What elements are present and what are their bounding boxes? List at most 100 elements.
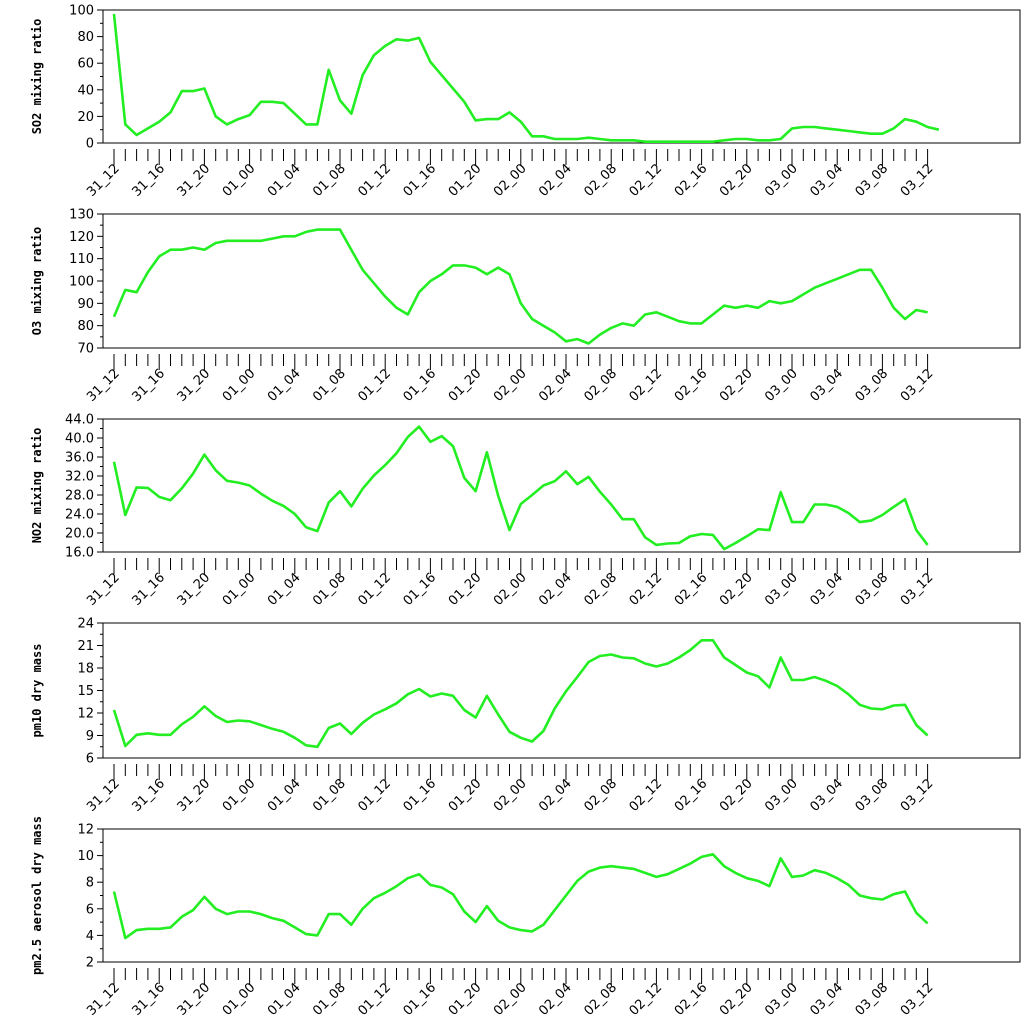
x-tick-label: 01_16 <box>401 570 440 609</box>
series-line <box>112 425 929 551</box>
x-tick-label: 03_00 <box>762 980 801 1019</box>
y-tick-label: 8 <box>86 876 94 891</box>
y-axis-label: NO2 mixing ratio <box>30 428 44 544</box>
x-tick-label: 31_12 <box>84 570 123 609</box>
x-tick-label: 01_00 <box>220 366 259 405</box>
x-tick-label: 31_20 <box>175 366 214 405</box>
x-tick-label: 01_08 <box>310 161 349 200</box>
x-tick-label: 03_08 <box>853 161 892 200</box>
x-tick-label: 01_16 <box>401 161 440 200</box>
x-tick-label: 02_00 <box>491 980 530 1019</box>
x-tick-label: 02_12 <box>627 366 666 405</box>
x-tick-label: 01_04 <box>265 570 304 609</box>
x-tick-label: 02_16 <box>672 570 711 609</box>
y-tick-label: 28.0 <box>65 489 94 504</box>
x-tick-label: 01_00 <box>220 776 259 815</box>
x-tick-label: 03_08 <box>853 570 892 609</box>
y-tick-label: 90 <box>77 297 94 312</box>
y-tick-label: 24 <box>77 617 94 632</box>
x-tick-label: 31_20 <box>175 980 214 1019</box>
x-tick-label: 01_20 <box>446 161 485 200</box>
x-tick-label: 31_12 <box>84 366 123 405</box>
plot-frame <box>102 418 1021 553</box>
x-tick-label: 01_12 <box>355 980 394 1019</box>
x-tick-label: 01_08 <box>310 366 349 405</box>
x-tick-label: 03_00 <box>762 161 801 200</box>
x-tick-label: 01_20 <box>446 366 485 405</box>
y-axis-label: pm10 dry mass <box>30 644 44 738</box>
y-tick-label: 24.0 <box>65 508 94 523</box>
y-tick-label: 40 <box>77 83 94 98</box>
x-tick-label: 01_04 <box>265 366 304 405</box>
y-tick-label: 32.0 <box>65 470 94 485</box>
y-tick-label: 0 <box>86 137 94 152</box>
y-tick-label: 16.0 <box>65 546 94 561</box>
y-tick-label: 12 <box>77 823 94 838</box>
x-tick-label: 02_08 <box>581 980 620 1019</box>
x-tick-label: 02_20 <box>717 161 756 200</box>
x-tick-label: 01_12 <box>355 366 394 405</box>
x-tick-label: 02_16 <box>672 776 711 815</box>
x-tick-label: 02_08 <box>581 570 620 609</box>
x-tick-label: 02_08 <box>581 776 620 815</box>
x-tick-label: 31_16 <box>129 366 168 405</box>
series-line <box>112 638 929 749</box>
x-tick-label: 01_04 <box>265 161 304 200</box>
y-tick-label: 6 <box>86 752 94 767</box>
x-tick-label: 31_16 <box>129 161 168 200</box>
x-tick-label: 01_20 <box>446 776 485 815</box>
y-tick-label: 2 <box>86 956 94 971</box>
x-tick-label: 01_08 <box>310 776 349 815</box>
x-tick-label: 01_16 <box>401 776 440 815</box>
x-tick-label: 31_12 <box>84 161 123 200</box>
x-tick-label: 01_20 <box>446 980 485 1019</box>
x-tick-label: 01_20 <box>446 570 485 609</box>
y-tick-label: 100 <box>69 275 94 290</box>
x-tick-label: 02_12 <box>627 161 666 200</box>
x-tick-label: 02_04 <box>536 570 575 609</box>
plot-frame <box>102 213 1021 349</box>
x-tick-label: 01_00 <box>220 161 259 200</box>
x-tick-label: 02_16 <box>672 366 711 405</box>
x-tick-label: 31_20 <box>175 570 214 609</box>
y-tick-label: 80 <box>77 30 94 45</box>
x-tick-label: 02_20 <box>717 776 756 815</box>
series-line <box>112 13 940 143</box>
y-tick-label: 44.0 <box>65 413 94 428</box>
x-tick-label: 31_16 <box>129 980 168 1019</box>
x-tick-label: 03_00 <box>762 366 801 405</box>
x-tick-label: 31_12 <box>84 776 123 815</box>
y-tick-label: 20.0 <box>65 527 94 542</box>
x-tick-label: 31_12 <box>84 980 123 1019</box>
x-tick-label: 03_04 <box>807 776 846 815</box>
y-tick-label: 110 <box>69 252 94 267</box>
y-axis-label: O3 mixing ratio <box>30 227 44 335</box>
y-tick-label: 12 <box>77 707 94 722</box>
x-tick-label: 02_12 <box>627 980 666 1019</box>
x-tick-label: 02_04 <box>536 776 575 815</box>
x-tick-label: 03_04 <box>807 980 846 1019</box>
x-tick-label: 01_12 <box>355 570 394 609</box>
x-tick-label: 01_04 <box>265 776 304 815</box>
x-tick-label: 01_04 <box>265 980 304 1019</box>
x-tick-label: 03_12 <box>898 161 937 200</box>
x-tick-label: 03_12 <box>898 366 937 405</box>
x-tick-label: 01_12 <box>355 776 394 815</box>
x-tick-label: 03_12 <box>898 570 937 609</box>
x-tick-label: 01_00 <box>220 980 259 1019</box>
series-line <box>112 852 929 940</box>
y-tick-label: 80 <box>77 319 94 334</box>
y-tick-label: 4 <box>86 929 94 944</box>
y-tick-label: 70 <box>77 342 94 357</box>
y-tick-label: 130 <box>69 208 94 223</box>
y-tick-label: 18 <box>77 662 94 677</box>
x-tick-label: 01_12 <box>355 161 394 200</box>
x-tick-label: 02_16 <box>672 161 711 200</box>
y-tick-label: 10 <box>77 849 94 864</box>
x-tick-label: 01_08 <box>310 980 349 1019</box>
x-tick-label: 02_00 <box>491 776 530 815</box>
